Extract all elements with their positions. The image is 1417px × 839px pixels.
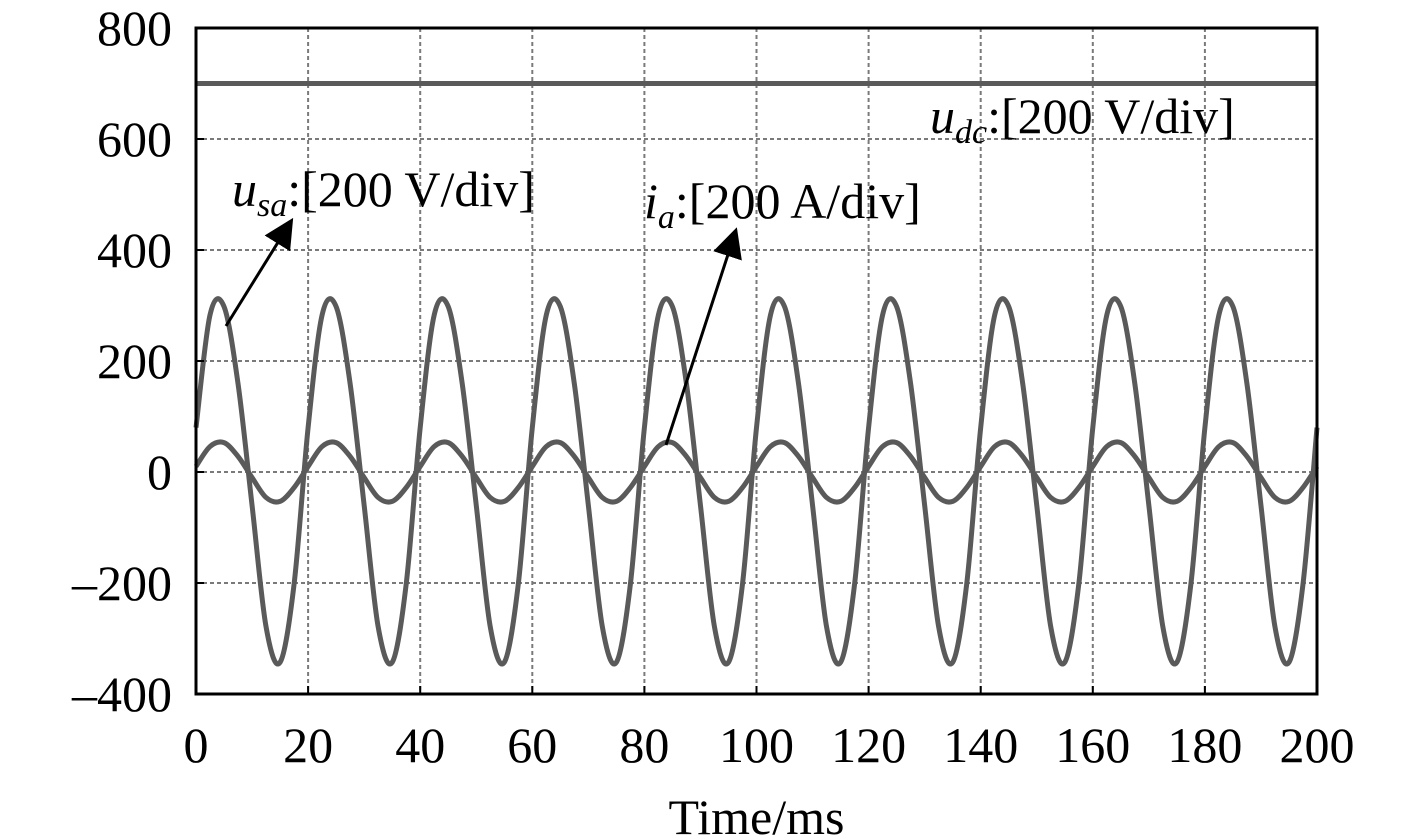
x-tick-label: 200 xyxy=(1280,717,1355,773)
label-scale: :[200 A/div] xyxy=(675,173,921,229)
x-tick-label: 0 xyxy=(184,717,209,773)
label-sub: a xyxy=(658,199,675,236)
x-tick-label: 120 xyxy=(831,717,906,773)
label-main: i xyxy=(644,173,658,229)
y-tick-label: 200 xyxy=(97,333,172,389)
label-scale: :[200 V/div] xyxy=(287,161,535,217)
arrow-i-a xyxy=(664,227,742,446)
label-sub: dc xyxy=(955,114,987,151)
annotations: udc:[200 V/div]usa:[200 V/div] ia:[200 A/… xyxy=(224,88,1235,446)
x-axis-label: Time/ms xyxy=(668,789,844,839)
y-tick-label: –200 xyxy=(71,555,172,611)
label-main: u xyxy=(232,161,257,217)
arrow-u-sa xyxy=(224,217,294,327)
series-label-u-sa: usa:[200 V/div] xyxy=(232,161,535,224)
y-tick-label: –400 xyxy=(71,666,172,722)
x-tick-label: 140 xyxy=(943,717,1018,773)
label-scale: :[200 V/div] xyxy=(987,88,1235,144)
x-tick-label: 100 xyxy=(719,717,794,773)
x-tick-label: 80 xyxy=(619,717,669,773)
label-main: u xyxy=(930,88,955,144)
x-tick-label: 180 xyxy=(1167,717,1242,773)
x-tick-label: 60 xyxy=(507,717,557,773)
series-layer xyxy=(193,81,1320,667)
grid xyxy=(196,28,1317,694)
y-tick-label: 0 xyxy=(147,444,172,500)
x-tick-label: 160 xyxy=(1055,717,1130,773)
series-line-i-a xyxy=(193,439,1320,505)
y-tick-label: 600 xyxy=(97,111,172,167)
ticks: 0 20 40 60 80 100 120 140 160 180 200 800 600 400 200 0… xyxy=(71,0,1355,773)
series-line-u-sa xyxy=(193,296,1320,667)
x-tick-label: 20 xyxy=(283,717,333,773)
series-label-i-a: ia:[200 A/div] xyxy=(644,173,921,236)
y-tick-label: 400 xyxy=(97,222,172,278)
label-sub: sa xyxy=(257,187,287,224)
y-tick-label: 800 xyxy=(97,0,172,56)
series-label-u-dc: udc:[200 V/div] xyxy=(930,88,1235,151)
x-tick-label: 40 xyxy=(395,717,445,773)
